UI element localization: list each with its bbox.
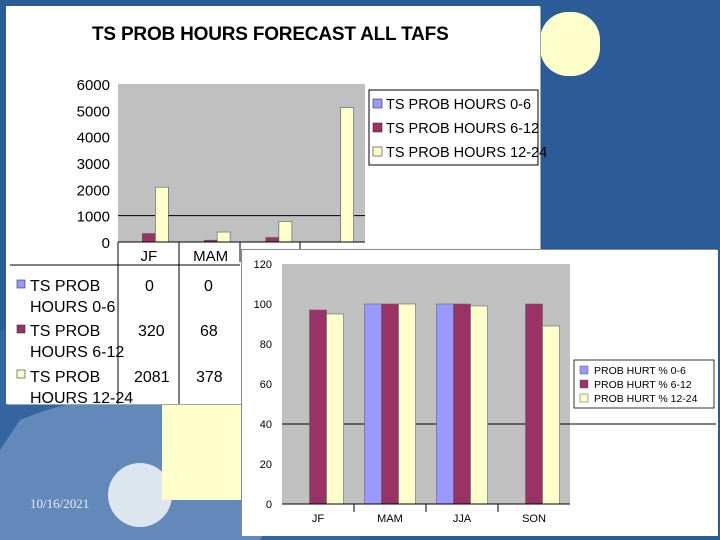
x-tick-label: JJA — [453, 513, 472, 525]
legend-swatch — [372, 98, 383, 109]
y-tick-label: 3000 — [77, 156, 110, 173]
legend-swatch — [579, 379, 589, 389]
bar-prob-hurt-pct-12-24 — [470, 305, 488, 505]
y-tick-label: 6000 — [77, 77, 110, 94]
footer-date: 10/16/2021 — [30, 496, 90, 511]
row-label-line2: HOURS 6-12 — [30, 344, 125, 361]
table-cell: 320 — [138, 323, 165, 340]
chart-title: TS PROB HOURS FORECAST ALL TAFS — [92, 24, 449, 45]
y-tick-label: 2000 — [77, 182, 110, 199]
bar-prob-hurt-pct-6-12 — [381, 303, 399, 505]
y-tick-label: 80 — [260, 339, 272, 351]
y-tick-label: 120 — [254, 259, 272, 271]
bar-prob-hurt-pct-0-6 — [436, 303, 454, 505]
legend-box — [573, 359, 715, 409]
legend-label: TS PROB HOURS 0-6 — [386, 97, 531, 113]
decor-circle — [108, 463, 172, 527]
legend-label: TS PROB HOURS 6-12 — [386, 121, 539, 137]
bar-prob-hurt-pct-12-24 — [398, 303, 416, 505]
y-tick-label: 1000 — [77, 209, 110, 226]
row-label-line1: TS PROB — [30, 323, 101, 340]
legend-label: PROB HURT % 0-6 — [594, 365, 686, 377]
x-tick-label: JF — [312, 513, 325, 525]
table-legend-key — [16, 369, 26, 379]
y-tick-label: 20 — [260, 459, 272, 471]
table-row-label: TS PROB HOURS 0-6 — [30, 276, 115, 318]
table-cell: 0 — [204, 278, 213, 295]
bar-prob-hurt-pct-12-24 — [326, 313, 344, 505]
table-cell: 0 — [145, 278, 154, 295]
table-row-label: TS PROB HOURS 6-12 — [30, 321, 124, 363]
row-label-line1: TS PROB — [30, 278, 101, 295]
y-tick-label: 40 — [260, 419, 272, 431]
y-tick-label: 100 — [254, 299, 272, 311]
x-tick-label: MAM — [377, 513, 403, 525]
row-label-line2: HOURS 0-6 — [30, 299, 116, 316]
legend-label: PROB HURT % 12-24 — [594, 393, 698, 405]
y-tick-label: 4000 — [77, 130, 110, 147]
bar-prob-hurt-pct-6-12 — [309, 309, 327, 505]
bar-prob-hurt-pct-12-24 — [542, 325, 560, 505]
y-tick-label: 5000 — [77, 103, 110, 120]
y-tick-label: 0 — [102, 235, 110, 252]
bar-prob-hurt-pct-0-6 — [364, 303, 382, 505]
table-legend-key — [16, 279, 26, 289]
decor-rounded-shape — [540, 12, 600, 76]
bar-prob-hurt-pct-6-12 — [525, 303, 543, 505]
table-legend-key — [16, 324, 26, 334]
y-tick-label: 0 — [266, 499, 272, 511]
legend-swatch — [372, 146, 383, 157]
legend-box — [368, 89, 539, 166]
x-tick-label: SON — [522, 513, 546, 525]
bar-prob-hurt-pct-6-12 — [453, 303, 471, 505]
table-cell: 378 — [196, 369, 223, 386]
table-cell: 68 — [200, 323, 218, 340]
y-tick-label: 60 — [260, 379, 272, 391]
table-row-label: TS PROB HOURS 12-24 — [30, 367, 133, 409]
x-tick-label: MAM — [193, 248, 228, 265]
row-label-line2: HOURS 12-24 — [30, 390, 134, 407]
legend-swatch — [579, 365, 589, 375]
row-label-line1: TS PROB — [30, 369, 101, 386]
x-tick-label: JF — [141, 248, 158, 265]
legend-label: TS PROB HOURS 12-24 — [386, 145, 547, 161]
legend-label: PROB HURT % 6-12 — [594, 379, 692, 391]
table-cell: 2081 — [134, 369, 170, 386]
legend-swatch — [372, 122, 383, 133]
legend-swatch — [579, 393, 589, 403]
